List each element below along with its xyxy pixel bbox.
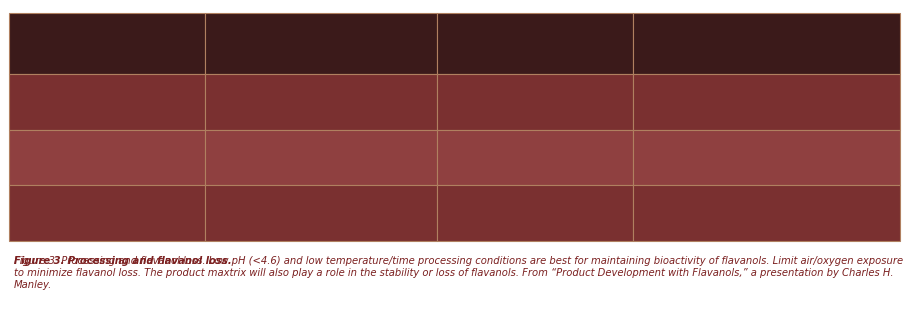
Bar bbox=[9, 13, 205, 75]
Bar bbox=[205, 130, 436, 185]
Bar bbox=[633, 130, 900, 185]
Bar bbox=[205, 185, 436, 241]
Text: Figure 3. Processing and flavanol loss. Low pH (<4.6) and low temperature/time p: Figure 3. Processing and flavanol loss. … bbox=[14, 256, 903, 290]
Bar bbox=[633, 185, 900, 241]
Bar bbox=[9, 185, 205, 241]
Bar bbox=[9, 75, 205, 130]
Bar bbox=[436, 130, 633, 185]
Bar bbox=[9, 130, 205, 185]
Bar bbox=[633, 75, 900, 130]
Bar bbox=[205, 75, 436, 130]
Bar bbox=[436, 75, 633, 130]
Bar bbox=[436, 13, 633, 75]
Text: Figure 3. Processing and flavanol loss.: Figure 3. Processing and flavanol loss. bbox=[14, 256, 231, 266]
Bar bbox=[436, 185, 633, 241]
Bar bbox=[205, 13, 436, 75]
Bar bbox=[633, 13, 900, 75]
